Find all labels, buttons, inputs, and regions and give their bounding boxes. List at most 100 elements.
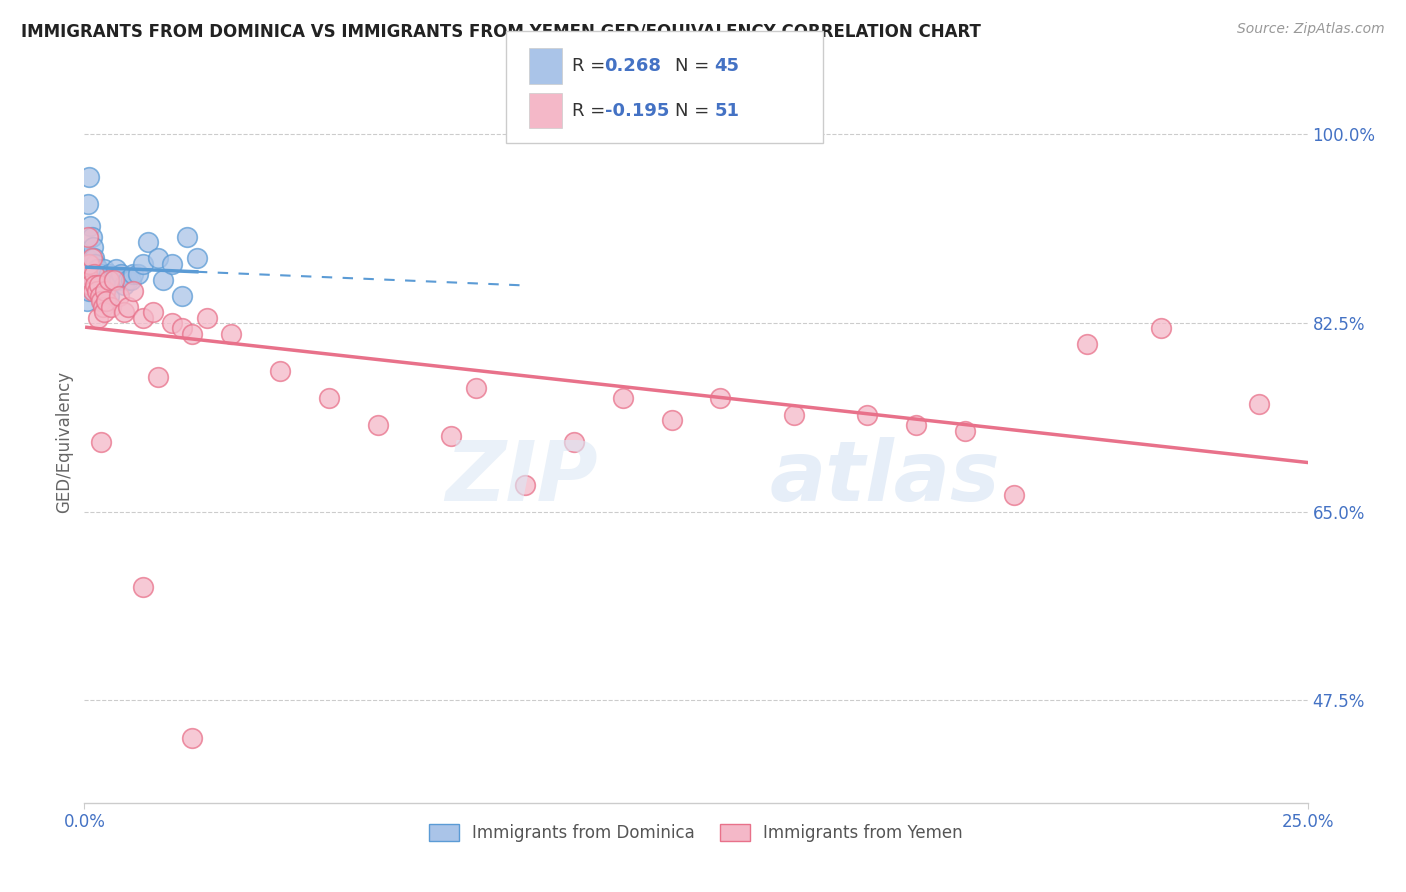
Point bbox=[132, 580, 155, 594]
Point bbox=[856, 408, 879, 422]
Point bbox=[110, 268, 132, 282]
Point bbox=[90, 268, 112, 282]
Text: 51: 51 bbox=[714, 102, 740, 120]
Point bbox=[90, 434, 112, 449]
Point bbox=[80, 251, 103, 265]
Text: R =: R = bbox=[572, 57, 612, 75]
Point bbox=[80, 257, 103, 271]
Point bbox=[107, 273, 129, 287]
Point bbox=[146, 369, 169, 384]
Point bbox=[84, 257, 107, 271]
Point bbox=[100, 300, 122, 314]
Legend: Immigrants from Dominica, Immigrants from Yemen: Immigrants from Dominica, Immigrants fro… bbox=[422, 817, 970, 848]
Point bbox=[219, 326, 242, 341]
Point bbox=[367, 418, 389, 433]
Point bbox=[76, 294, 98, 309]
Point bbox=[709, 392, 731, 406]
Point bbox=[953, 424, 976, 438]
Point bbox=[181, 731, 204, 745]
Text: atlas: atlas bbox=[769, 437, 1000, 518]
Text: R =: R = bbox=[572, 102, 612, 120]
Point bbox=[1002, 488, 1025, 502]
Point bbox=[186, 251, 208, 265]
Point bbox=[162, 316, 184, 330]
Point bbox=[97, 289, 120, 303]
Point bbox=[83, 273, 105, 287]
Point bbox=[176, 229, 198, 244]
Point bbox=[97, 273, 120, 287]
Text: ZIP: ZIP bbox=[446, 437, 598, 518]
Point bbox=[76, 251, 98, 265]
Point bbox=[87, 278, 110, 293]
Point bbox=[152, 273, 174, 287]
Point bbox=[181, 326, 204, 341]
Point bbox=[117, 273, 139, 287]
Point bbox=[79, 278, 101, 293]
Point bbox=[172, 321, 194, 335]
Point bbox=[86, 262, 108, 277]
Point bbox=[97, 268, 120, 282]
Point bbox=[83, 268, 105, 282]
Point bbox=[96, 273, 118, 287]
Point bbox=[103, 273, 125, 287]
Point bbox=[86, 278, 108, 293]
Point bbox=[127, 268, 149, 282]
Point bbox=[136, 235, 159, 249]
Point bbox=[117, 300, 139, 314]
Point bbox=[87, 268, 110, 282]
Point bbox=[96, 294, 118, 309]
Point bbox=[162, 257, 184, 271]
Point bbox=[89, 289, 111, 303]
Point bbox=[83, 251, 105, 265]
Point bbox=[107, 289, 129, 303]
Point bbox=[91, 273, 114, 287]
Point bbox=[77, 229, 100, 244]
Point bbox=[612, 392, 634, 406]
Point bbox=[132, 257, 155, 271]
Text: Source: ZipAtlas.com: Source: ZipAtlas.com bbox=[1237, 22, 1385, 37]
Point bbox=[84, 278, 107, 293]
Point bbox=[440, 429, 463, 443]
Point bbox=[146, 251, 169, 265]
Point bbox=[82, 284, 104, 298]
Point bbox=[1247, 397, 1270, 411]
Point bbox=[93, 278, 115, 293]
Point bbox=[87, 278, 110, 293]
Point bbox=[1076, 337, 1098, 351]
Point bbox=[112, 305, 135, 319]
Point bbox=[172, 289, 194, 303]
Point bbox=[94, 278, 117, 293]
Point bbox=[82, 240, 104, 254]
Text: IMMIGRANTS FROM DOMINICA VS IMMIGRANTS FROM YEMEN GED/EQUIVALENCY CORRELATION CH: IMMIGRANTS FROM DOMINICA VS IMMIGRANTS F… bbox=[21, 22, 981, 40]
Point bbox=[142, 305, 165, 319]
Point bbox=[195, 310, 218, 325]
Point bbox=[77, 284, 100, 298]
Point bbox=[87, 262, 110, 277]
Point bbox=[90, 284, 112, 298]
Text: 0.268: 0.268 bbox=[605, 57, 662, 75]
Text: N =: N = bbox=[675, 57, 709, 75]
Point bbox=[77, 257, 100, 271]
Point bbox=[1150, 321, 1173, 335]
Point bbox=[93, 262, 115, 277]
Point bbox=[318, 392, 340, 406]
Point bbox=[89, 273, 111, 287]
Point bbox=[77, 170, 100, 185]
Point bbox=[90, 294, 112, 309]
Point bbox=[562, 434, 585, 449]
Point bbox=[269, 364, 291, 378]
Point bbox=[86, 284, 108, 298]
Point bbox=[94, 284, 117, 298]
Point bbox=[76, 268, 98, 282]
Point bbox=[132, 310, 155, 325]
Point bbox=[112, 278, 135, 293]
Text: -0.195: -0.195 bbox=[605, 102, 669, 120]
Point bbox=[87, 310, 110, 325]
Y-axis label: GED/Equivalency: GED/Equivalency bbox=[55, 370, 73, 513]
Point bbox=[79, 219, 101, 233]
Point bbox=[661, 413, 683, 427]
Point bbox=[122, 284, 145, 298]
Point bbox=[905, 418, 928, 433]
Point bbox=[464, 381, 486, 395]
Point bbox=[91, 300, 114, 314]
